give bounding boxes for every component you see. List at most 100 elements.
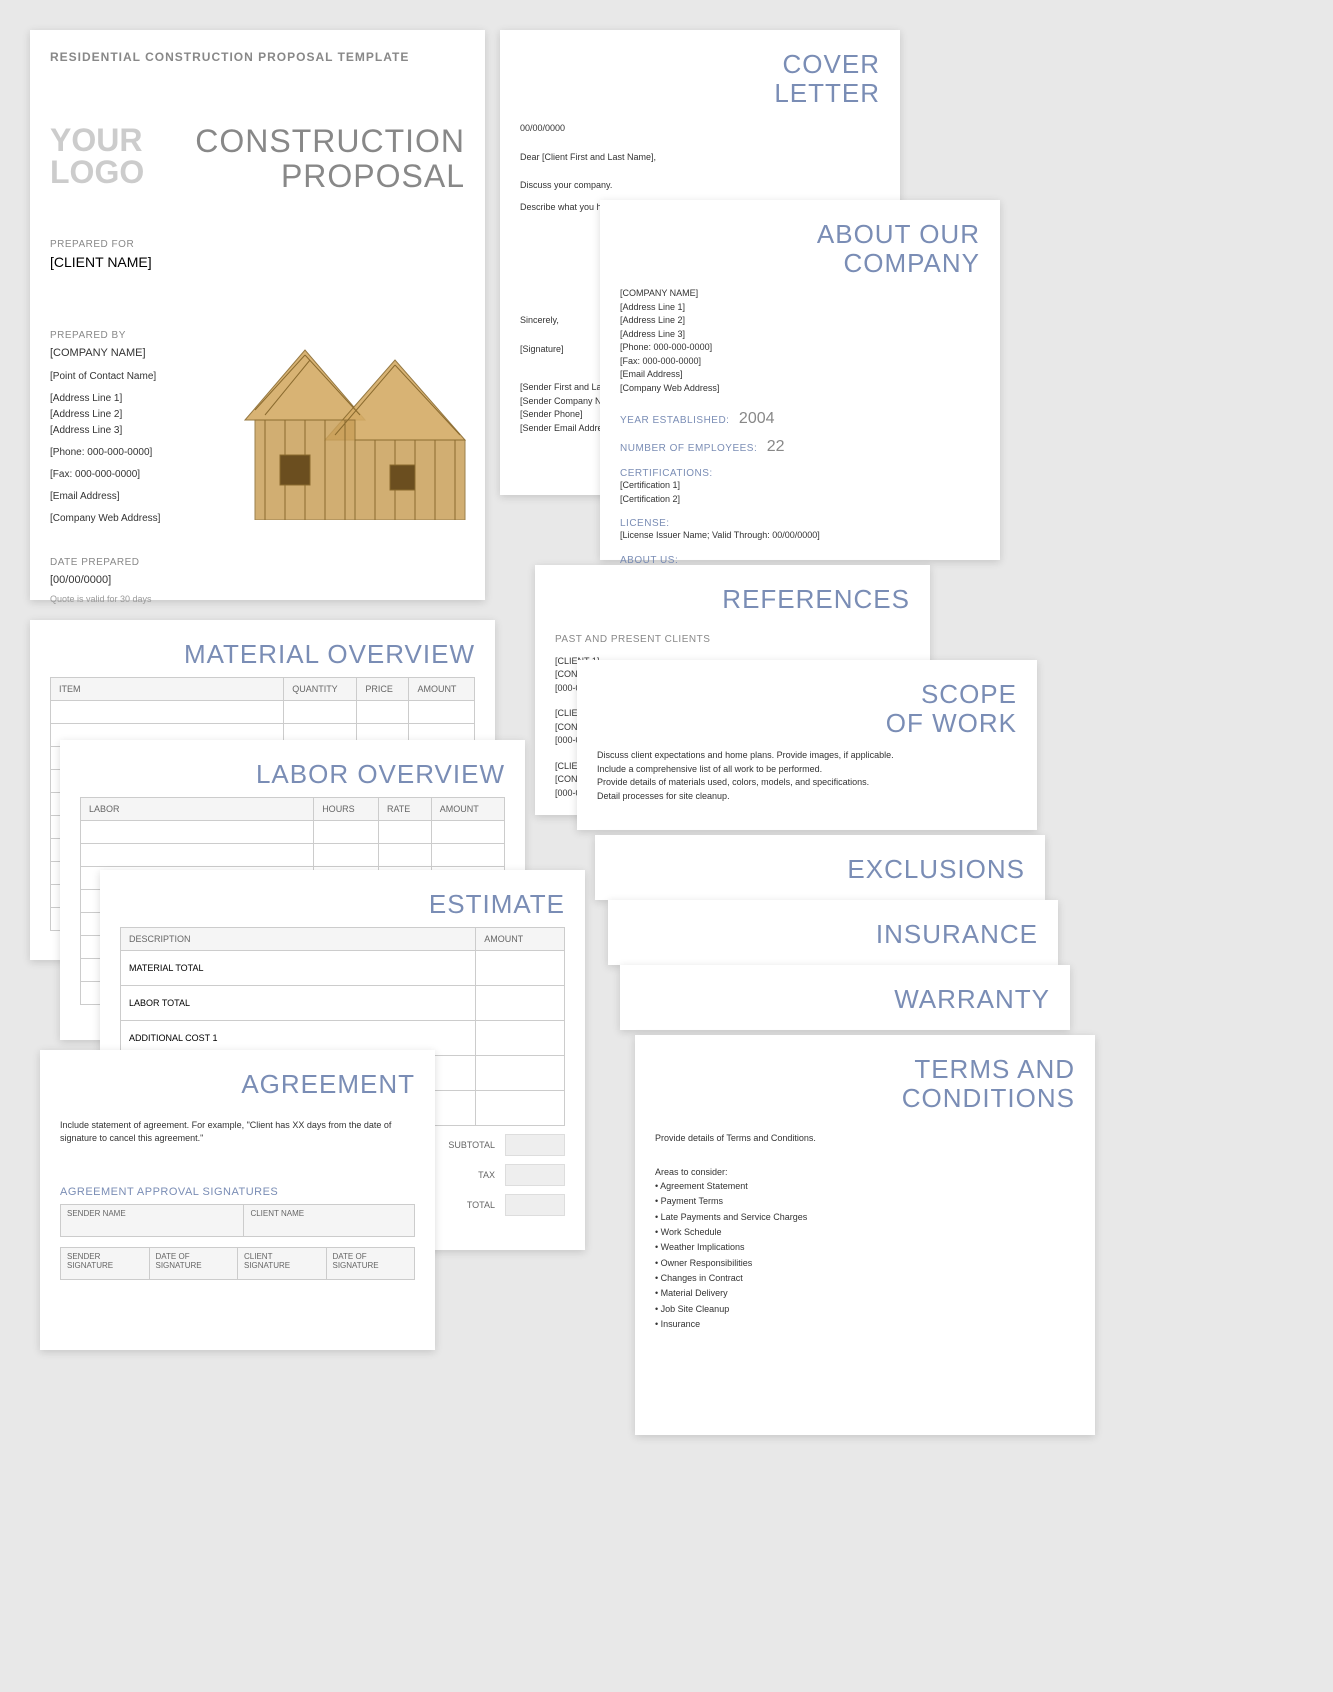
terms-item: Changes in Contract — [655, 1271, 1075, 1286]
logo-placeholder: YOURLOGO — [50, 124, 175, 194]
estimate-title: ESTIMATE — [120, 890, 565, 919]
material-h-price: PRICE — [357, 677, 409, 700]
date-value: [00/00/0000] — [50, 572, 465, 590]
about-addr2: [Address Line 2] — [620, 314, 980, 328]
scope-l3: Provide details of materials used, color… — [597, 776, 1017, 790]
labor-h-amount: AMOUNT — [431, 797, 504, 820]
warranty-title: WARRANTY — [640, 985, 1050, 1014]
references-title: REFERENCES — [555, 585, 910, 614]
date-sig-cell: DATE OF SIGNATURE — [149, 1247, 238, 1279]
terms-item: Payment Terms — [655, 1194, 1075, 1209]
house-illustration — [205, 300, 485, 520]
page-about: ABOUT OUR COMPANY [COMPANY NAME] [Addres… — [600, 200, 1000, 560]
cover-letter-title-2: LETTER — [520, 79, 880, 108]
date-sig2-cell: DATE OF SIGNATURE — [326, 1247, 415, 1279]
labor-h-hours: HOURS — [314, 797, 379, 820]
labor-h-labor: LABOR — [81, 797, 314, 820]
terms-intro: Provide details of Terms and Conditions. — [655, 1132, 1075, 1146]
cover-discuss: Discuss your company. — [520, 179, 880, 193]
company-name: [COMPANY NAME] — [50, 345, 230, 363]
material-h-item: ITEM — [51, 677, 284, 700]
template-title: RESIDENTIAL CONSTRUCTION PROPOSAL TEMPLA… — [50, 50, 465, 64]
terms-list: Agreement StatementPayment TermsLate Pay… — [655, 1179, 1075, 1332]
past-clients-label: PAST AND PRESENT CLIENTS — [555, 634, 910, 645]
addr3: [Address Line 3] — [50, 423, 230, 439]
scope-l4: Detail processes for site cleanup. — [597, 790, 1017, 804]
addr2: [Address Line 2] — [50, 407, 230, 423]
estimate-h-desc: DESCRIPTION — [121, 927, 476, 950]
about-title-1: ABOUT OUR — [620, 220, 980, 249]
year-value: 2004 — [739, 410, 775, 427]
terms-title-1: TERMS AND — [655, 1055, 1075, 1084]
terms-item: Work Schedule — [655, 1225, 1075, 1240]
addr1: [Address Line 1] — [50, 391, 230, 407]
table-row — [81, 843, 505, 866]
page-agreement: AGREEMENT Include statement of agreement… — [40, 1050, 435, 1350]
about-phone: [Phone: 000-000-0000] — [620, 341, 980, 355]
terms-title-2: CONDITIONS — [655, 1084, 1075, 1113]
page-warranty: WARRANTY — [620, 965, 1070, 1030]
about-addr1: [Address Line 1] — [620, 301, 980, 315]
terms-item: Agreement Statement — [655, 1179, 1075, 1194]
about-title-2: COMPANY — [620, 249, 980, 278]
proposal-title-2: PROPOSAL — [195, 159, 465, 194]
license-value: [License Issuer Name; Valid Through: 00/… — [620, 529, 980, 543]
scope-l2: Include a comprehensive list of all work… — [597, 763, 1017, 777]
page-cover: RESIDENTIAL CONSTRUCTION PROPOSAL TEMPLA… — [30, 30, 485, 600]
about-email: [Email Address] — [620, 368, 980, 382]
signature-table-2: SENDER SIGNATURE DATE OF SIGNATURE CLIEN… — [60, 1247, 415, 1280]
table-row: LABOR TOTAL — [121, 985, 565, 1020]
terms-item: Material Delivery — [655, 1286, 1075, 1301]
agreement-title: AGREEMENT — [60, 1070, 415, 1099]
page-terms: TERMS AND CONDITIONS Provide details of … — [635, 1035, 1095, 1435]
license-label: LICENSE: — [620, 518, 980, 529]
material-title: MATERIAL OVERVIEW — [50, 640, 475, 669]
about-web: [Company Web Address] — [620, 382, 980, 396]
terms-areas-label: Areas to consider: — [655, 1166, 1075, 1180]
agreement-text: Include statement of agreement. For exam… — [60, 1119, 415, 1146]
page-scope: SCOPE OF WORK Discuss client expectation… — [577, 660, 1037, 830]
quote-valid: Quote is valid for 30 days — [50, 594, 465, 604]
table-row — [81, 820, 505, 843]
material-h-amount: AMOUNT — [409, 677, 475, 700]
year-label: YEAR ESTABLISHED: — [620, 415, 729, 426]
signature-table: SENDER NAME CLIENT NAME — [60, 1204, 415, 1237]
cover-dear: Dear [Client First and Last Name], — [520, 151, 880, 165]
prepared-by-label: PREPARED BY — [50, 330, 230, 341]
cert1: [Certification 1] — [620, 479, 980, 493]
sender-sig-cell: SENDER SIGNATURE — [61, 1247, 150, 1279]
client-name-cell: CLIENT NAME — [244, 1204, 415, 1236]
about-company: [COMPANY NAME] — [620, 287, 980, 301]
page-exclusions: EXCLUSIONS — [595, 835, 1045, 900]
terms-item: Weather Implications — [655, 1240, 1075, 1255]
sig-label: AGREEMENT APPROVAL SIGNATURES — [60, 1186, 415, 1198]
email: [Email Address] — [50, 489, 230, 505]
insurance-title: INSURANCE — [628, 920, 1038, 949]
fax: [Fax: 000-000-0000] — [50, 467, 230, 483]
cert2: [Certification 2] — [620, 493, 980, 507]
table-row: MATERIAL TOTAL — [121, 950, 565, 985]
sender-name-cell: SENDER NAME — [61, 1204, 244, 1236]
scope-title-2: OF WORK — [597, 709, 1017, 738]
cert-label: CERTIFICATIONS: — [620, 468, 980, 479]
contact-name: [Point of Contact Name] — [50, 369, 230, 385]
about-fax: [Fax: 000-000-0000] — [620, 355, 980, 369]
proposal-title-1: CONSTRUCTION — [195, 124, 465, 159]
date-label: DATE PREPARED — [50, 557, 465, 568]
page-insurance: INSURANCE — [608, 900, 1058, 965]
labor-h-rate: RATE — [378, 797, 431, 820]
material-h-qty: QUANTITY — [284, 677, 357, 700]
phone: [Phone: 000-000-0000] — [50, 445, 230, 461]
table-row — [51, 700, 475, 723]
scope-title-1: SCOPE — [597, 680, 1017, 709]
terms-item: Owner Responsibilities — [655, 1256, 1075, 1271]
terms-item: Insurance — [655, 1317, 1075, 1332]
web: [Company Web Address] — [50, 511, 230, 527]
employees-value: 22 — [767, 438, 785, 455]
cover-letter-title-1: COVER — [520, 50, 880, 79]
terms-item: Late Payments and Service Charges — [655, 1210, 1075, 1225]
labor-title: LABOR OVERVIEW — [80, 760, 505, 789]
employees-label: NUMBER OF EMPLOYEES: — [620, 443, 757, 454]
scope-l1: Discuss client expectations and home pla… — [597, 749, 1017, 763]
about-addr3: [Address Line 3] — [620, 328, 980, 342]
